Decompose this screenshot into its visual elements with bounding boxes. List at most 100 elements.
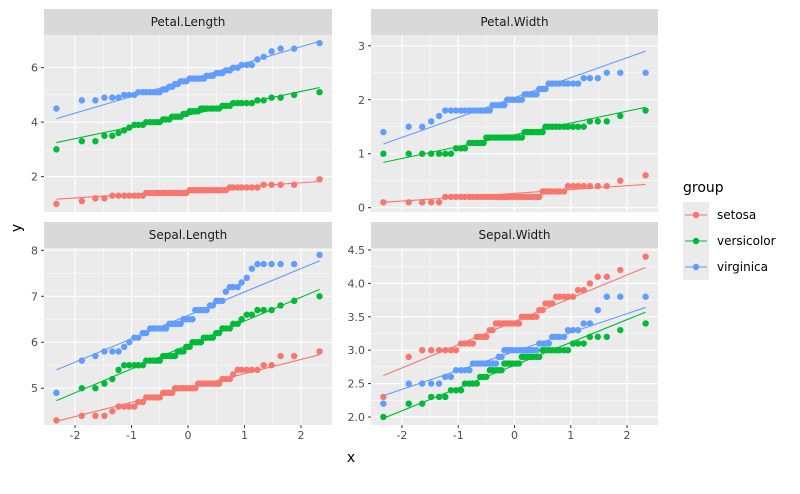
point-setosa — [126, 403, 133, 410]
point-setosa — [120, 192, 128, 199]
point-virginica — [405, 123, 412, 130]
point-versicolor — [498, 367, 505, 374]
x-tick-label: -2 — [396, 429, 407, 442]
point-setosa — [229, 184, 237, 191]
legend-label: setosa — [717, 208, 756, 222]
point-setosa — [452, 193, 460, 201]
point-virginica — [428, 118, 435, 125]
point-setosa — [316, 348, 323, 355]
facet-strip — [44, 222, 332, 248]
point-setosa — [586, 280, 594, 287]
point-virginica — [101, 94, 108, 101]
point-virginica — [486, 107, 493, 114]
point-versicolor — [580, 340, 587, 347]
point-virginica — [260, 260, 267, 268]
point-versicolor — [380, 413, 387, 421]
point-setosa — [53, 417, 60, 424]
point-virginica — [277, 260, 284, 268]
point-versicolor — [254, 97, 261, 104]
point-versicolor — [120, 362, 128, 369]
point-versicolor — [515, 360, 523, 367]
point-setosa — [483, 333, 490, 341]
legend-key-point — [692, 211, 700, 219]
point-versicolor — [101, 380, 108, 387]
point-virginica — [290, 45, 298, 52]
point-virginica — [466, 367, 473, 374]
point-virginica — [442, 373, 449, 381]
facet-strip — [371, 9, 658, 35]
point-versicolor — [580, 123, 587, 130]
point-setosa — [277, 181, 284, 188]
point-virginica — [248, 61, 256, 69]
point-setosa — [560, 188, 568, 195]
point-setosa — [419, 346, 426, 354]
point-virginica — [586, 320, 594, 327]
point-versicolor — [536, 353, 543, 361]
point-setosa — [489, 326, 496, 334]
point-versicolor — [564, 123, 572, 130]
point-setosa — [539, 306, 546, 314]
point-virginica — [126, 339, 133, 346]
point-versicolor — [447, 387, 455, 394]
point-virginica — [501, 101, 508, 109]
point-virginica — [518, 96, 526, 103]
point-versicolor — [229, 320, 237, 328]
point-virginica — [594, 306, 601, 314]
point-virginica — [109, 94, 116, 101]
x-axis-title: x — [347, 450, 355, 466]
point-setosa — [53, 200, 60, 208]
point-versicolor — [120, 127, 128, 134]
point-setosa — [594, 182, 601, 190]
point-versicolor — [457, 387, 465, 394]
point-virginica — [143, 329, 150, 337]
point-virginica — [238, 61, 245, 69]
point-virginica — [380, 400, 387, 407]
point-setosa — [168, 389, 176, 397]
point-versicolor — [260, 97, 267, 104]
point-setosa — [469, 340, 477, 347]
panels-layer: Petal.Length 2 4 6 Petal.Width 0 1 2 3 Sepal.Leng… — [31, 9, 658, 442]
legend-title: group — [683, 180, 724, 196]
legend-item-setosa: setosa — [683, 202, 756, 228]
point-setosa — [268, 181, 275, 188]
point-virginica — [109, 348, 116, 355]
point-versicolor — [115, 129, 122, 137]
point-virginica — [461, 367, 469, 374]
point-versicolor — [603, 333, 610, 341]
point-setosa — [556, 293, 563, 300]
point-versicolor — [248, 311, 256, 318]
point-versicolor — [126, 362, 133, 369]
facet-strip-label: Sepal.Width — [479, 228, 551, 242]
point-setosa — [126, 192, 133, 199]
point-setosa — [569, 182, 577, 190]
point-setosa — [316, 176, 323, 183]
point-virginica — [229, 64, 237, 71]
point-setosa — [131, 403, 138, 410]
point-setosa — [135, 192, 142, 199]
point-setosa — [405, 353, 412, 361]
point-versicolor — [229, 99, 237, 107]
point-virginica — [115, 94, 122, 101]
panel-data — [380, 253, 649, 421]
point-setosa — [452, 346, 460, 354]
point-virginica — [120, 343, 128, 351]
point-setosa — [78, 197, 86, 205]
point-setosa — [260, 181, 267, 188]
point-setosa — [277, 352, 284, 360]
point-setosa — [238, 184, 245, 191]
point-versicolor — [617, 326, 624, 334]
point-virginica — [642, 69, 649, 76]
point-setosa — [435, 346, 443, 354]
point-setosa — [260, 362, 267, 369]
point-setosa — [226, 375, 233, 383]
point-setosa — [109, 192, 116, 199]
point-versicolor — [586, 118, 594, 125]
point-virginica — [277, 45, 284, 52]
point-virginica — [574, 326, 582, 334]
point-setosa — [461, 193, 469, 201]
point-virginica — [428, 380, 435, 387]
point-virginica — [419, 123, 426, 130]
point-setosa — [192, 385, 199, 392]
y-tick-label: 4.5 — [348, 244, 366, 257]
